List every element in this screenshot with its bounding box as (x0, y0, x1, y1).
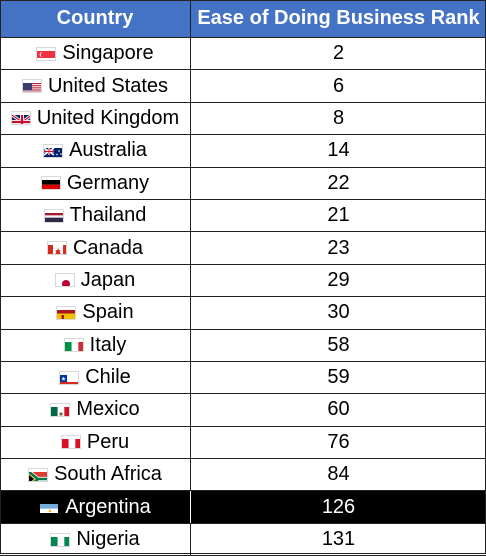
table-row: Nigeria 131 (0, 523, 486, 556)
table-row: Thailand 21 (0, 199, 486, 233)
rank-cell: 60 (327, 398, 350, 421)
rank-cell: 23 (327, 236, 350, 259)
country-name: Argentina (65, 495, 151, 518)
country-name: Peru (86, 430, 130, 453)
rank-cell: 6 (332, 74, 345, 97)
rank-cell: 84 (327, 463, 350, 486)
table-row: Japan 29 (0, 264, 486, 298)
country-name: Australia (69, 139, 147, 162)
country-name: Canada (72, 236, 144, 259)
rank-cell: 8 (332, 106, 345, 129)
table-row: Mexico 60 (0, 394, 486, 427)
country-cell: Germany (0, 167, 191, 199)
rank-cell: 131 (321, 528, 356, 551)
nigeria-flag-icon (50, 532, 71, 547)
table-row: United Kingdom 8 (0, 102, 486, 136)
spain-flag-icon (56, 305, 77, 320)
table-row: Argentina 126 (0, 491, 486, 524)
table-row: Canada 23 (0, 232, 486, 265)
country-cell: Thailand (0, 199, 191, 232)
country-name: Nigeria (76, 528, 140, 551)
country-name: United States (47, 74, 169, 97)
country-cell: Nigeria (0, 523, 191, 556)
country-name: South Africa (54, 463, 162, 486)
country-cell: Peru (0, 426, 191, 459)
country-name: Mexico (76, 398, 140, 421)
italy-flag-icon (63, 338, 84, 353)
country-name: Singapore (62, 42, 154, 65)
thailand-flag-icon (43, 208, 64, 223)
country-name: Spain (82, 301, 134, 324)
rank-cell: 30 (327, 301, 350, 324)
country-cell: Spain (0, 297, 191, 329)
canada-flag-icon (46, 241, 67, 256)
country-name: Italy (89, 333, 127, 356)
peru-flag-icon (60, 435, 81, 450)
rank-cell: 14 (327, 139, 350, 162)
table-header-row: Country Ease of Doing Business Rank (0, 0, 486, 38)
table-row: South Africa 84 (0, 459, 486, 492)
table-row: Spain 30 (0, 297, 486, 330)
rank-cell: 58 (327, 333, 350, 356)
country-cell: Argentina (0, 491, 191, 523)
rank-cell: 126 (321, 495, 356, 518)
rank-cell: 76 (327, 430, 350, 453)
country-name: United Kingdom (36, 106, 180, 129)
table-row: Peru 76 (0, 426, 486, 460)
country-cell: Canada (0, 232, 191, 264)
south-africa-flag-icon (28, 467, 49, 482)
rank-cell: 21 (327, 204, 350, 227)
country-name: Chile (85, 366, 131, 389)
country-cell: Japan (0, 264, 191, 297)
country-cell: South Africa (0, 459, 191, 491)
table-row: Australia 14 (0, 135, 486, 168)
country-column-header: Country (0, 0, 191, 37)
germany-flag-icon (40, 176, 61, 191)
table-row: Italy 58 (0, 329, 486, 362)
australia-flag-icon (43, 143, 64, 158)
rank-cell: 22 (327, 171, 350, 194)
chile-flag-icon (59, 370, 80, 385)
argentina-flag-icon (39, 500, 60, 515)
country-cell: Singapore (0, 38, 191, 70)
table-row: Germany 22 (0, 167, 486, 200)
rank-cell: 2 (332, 42, 345, 65)
country-cell: Chile (0, 361, 191, 394)
japan-flag-icon (54, 273, 75, 288)
table-row: Chile 59 (0, 361, 486, 395)
singapore-flag-icon (36, 46, 57, 61)
rank-cell: 29 (327, 268, 350, 291)
country-cell: Australia (0, 135, 191, 167)
country-cell: Italy (0, 329, 191, 361)
country-name: Thailand (69, 204, 147, 227)
rank-cell: 59 (327, 366, 350, 389)
rank-column-header: Ease of Doing Business Rank (197, 7, 480, 29)
country-name: Germany (66, 171, 150, 194)
country-name: Japan (80, 268, 136, 291)
united-kingdom-flag-icon (10, 111, 31, 126)
country-cell: United Kingdom (0, 102, 191, 135)
table-body: Singapore 2 United States 6 United Kingdom 8 A… (0, 38, 486, 556)
united-states-flag-icon (21, 79, 42, 94)
mexico-flag-icon (50, 402, 71, 417)
country-cell: Mexico (0, 394, 191, 426)
table-row: United States 6 (0, 70, 486, 103)
table-row: Singapore 2 (0, 38, 486, 71)
country-cell: United States (0, 70, 191, 102)
